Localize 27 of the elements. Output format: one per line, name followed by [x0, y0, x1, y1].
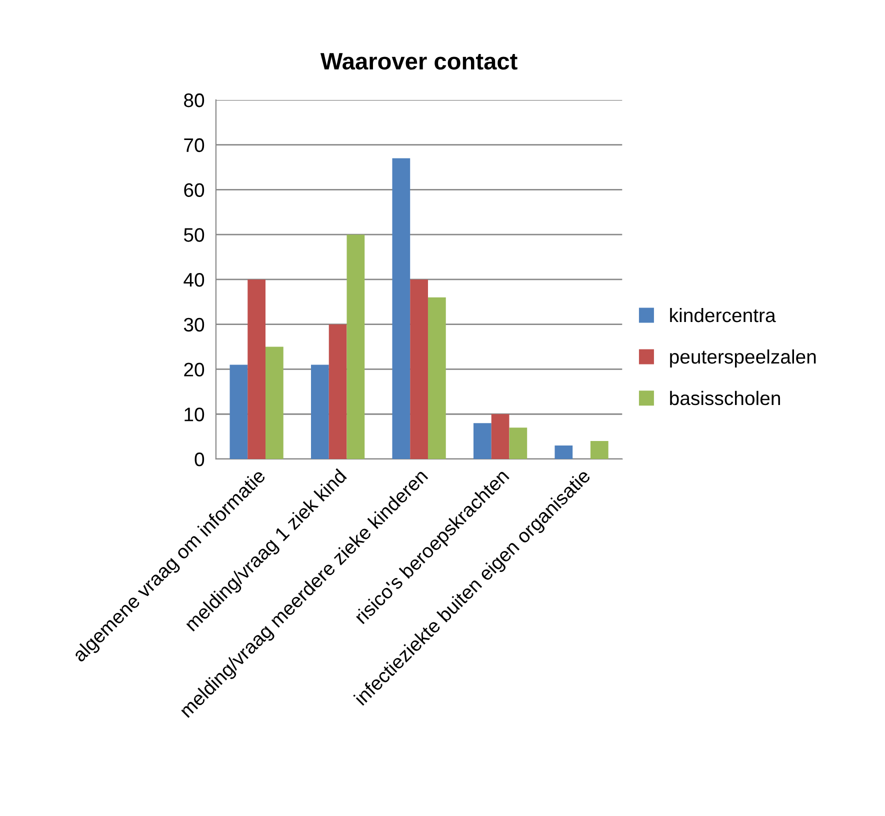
- bar: [491, 414, 510, 459]
- bar: [266, 346, 284, 459]
- y-tick-label: 70: [184, 138, 204, 152]
- bar: [473, 423, 492, 459]
- y-tick-label: 40: [184, 272, 204, 287]
- bar: [248, 279, 266, 459]
- y-tick-label: 50: [184, 228, 204, 242]
- bar: [554, 446, 573, 459]
- bar: [328, 324, 347, 459]
- y-tick-label: 10: [184, 408, 204, 422]
- bar: [310, 364, 329, 459]
- bar: [509, 428, 528, 459]
- bar: [428, 297, 446, 459]
- y-tick-label: 30: [184, 318, 204, 332]
- y-tick-label: 20: [184, 362, 204, 376]
- bar: [346, 234, 365, 459]
- bar: [230, 364, 248, 459]
- y-tick-label: 0: [194, 452, 204, 466]
- legend-label: kindercentra: [670, 308, 776, 322]
- bar: [590, 441, 608, 459]
- y-tick-label: 80: [184, 93, 204, 108]
- bar: [392, 158, 410, 459]
- legend-label: basisscholen: [670, 390, 780, 406]
- legend-label: peuterspeelzalen: [670, 349, 816, 368]
- chart-title: Waarover contact: [320, 53, 518, 70]
- bar: [410, 279, 428, 459]
- y-tick-label: 60: [184, 183, 204, 197]
